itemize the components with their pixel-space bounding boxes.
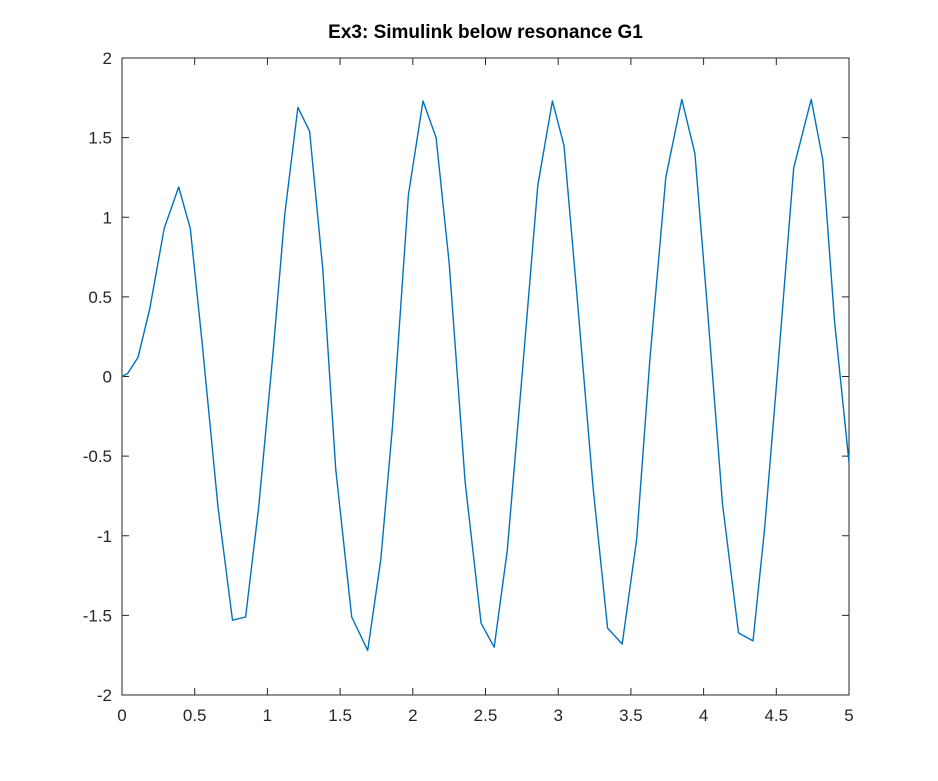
y-tick-label: 0 <box>103 368 112 387</box>
y-tick-label: 0.5 <box>88 288 112 307</box>
x-tick-label: 5 <box>844 706 853 725</box>
x-tick-label: 1 <box>263 706 272 725</box>
x-tick-label: 2.5 <box>474 706 498 725</box>
axes-box <box>121 57 850 696</box>
x-tick-label: 0 <box>117 706 126 725</box>
chart-title: Ex3: Simulink below resonance G1 <box>328 22 643 43</box>
x-tick-label: 2 <box>408 706 417 725</box>
y-tick-label: 1.5 <box>88 129 112 148</box>
x-tick-label: 3.5 <box>619 706 643 725</box>
series-group <box>121 98 850 652</box>
x-tick-label: 0.5 <box>183 706 207 725</box>
x-tick-label: 1.5 <box>328 706 352 725</box>
y-tick-label: 1 <box>103 208 112 227</box>
x-tick-label: 3 <box>553 706 562 725</box>
x-tick-label: 4 <box>699 706 708 725</box>
x-tick-label: 4.5 <box>764 706 788 725</box>
y-tick-label: 2 <box>103 49 112 68</box>
tick-group <box>121 57 850 696</box>
series-line <box>121 98 850 652</box>
y-tick-label: -2 <box>97 686 112 705</box>
tick-label-group: 0 0.5 1 1.5 2 2.5 3 3.5 4 4.5 5 2 1.5 1 0.5 0 -0.5 -1 -1.5… <box>83 49 854 725</box>
y-tick-label: -0.5 <box>83 447 112 466</box>
y-tick-label: -1.5 <box>83 606 112 625</box>
y-tick-label: -1 <box>97 527 112 546</box>
